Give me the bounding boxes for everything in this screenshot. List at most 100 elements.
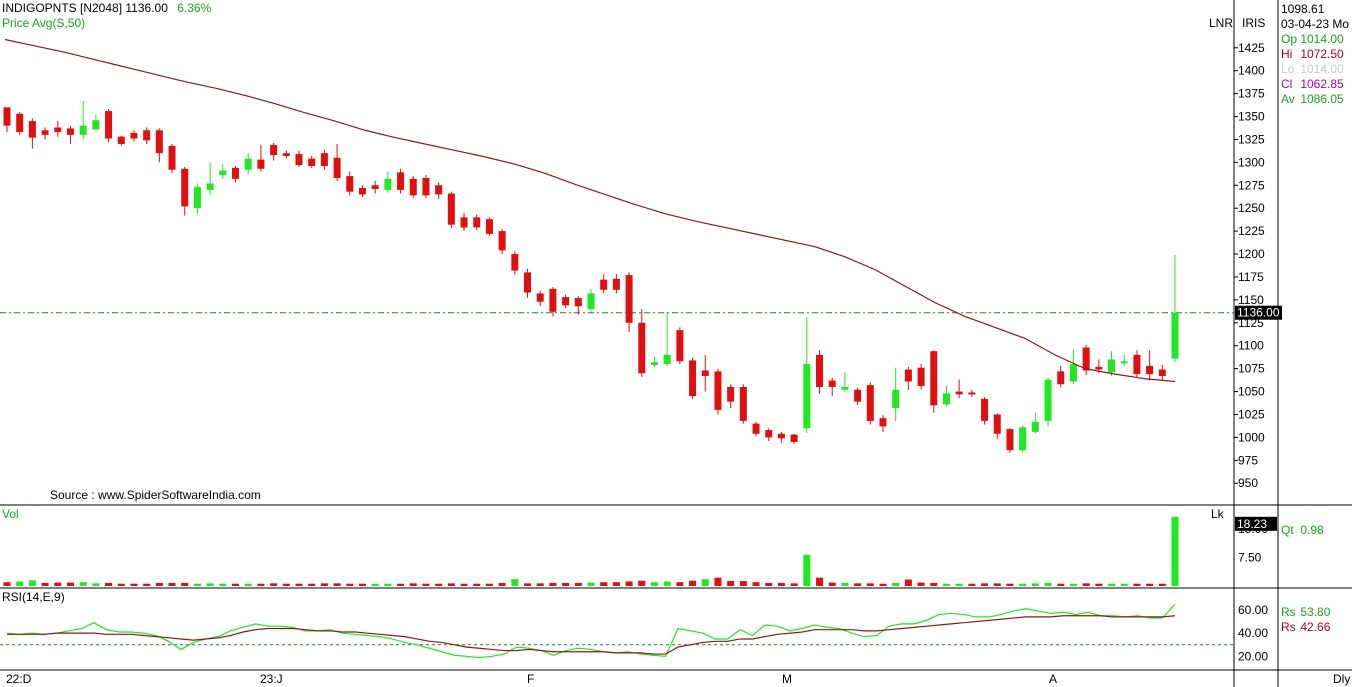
candle-body [320, 153, 328, 167]
candle-body [549, 288, 557, 312]
volume-bar [714, 577, 722, 586]
rsi-axis-label: 60.00 [1238, 603, 1268, 617]
price-axis-label: 1050 [1238, 385, 1265, 399]
volume-bar [1171, 516, 1179, 586]
candle-body [1019, 427, 1027, 451]
candle-body [130, 133, 138, 139]
price-axis-label: 1425 [1238, 41, 1265, 55]
candle-body [511, 254, 519, 271]
volume-bar [193, 583, 201, 586]
volume-bar [1031, 583, 1039, 586]
candle-body [562, 297, 570, 306]
volume-bar [219, 583, 227, 586]
volume-bar [993, 583, 1001, 586]
last-price-tag-label: 1136.00 [1237, 306, 1280, 320]
candle-body [105, 111, 113, 139]
candle-body [143, 130, 151, 141]
volume-bar [168, 582, 176, 586]
rsi-signal-line [7, 615, 1176, 655]
volume-bar [447, 583, 455, 586]
lk-toggle[interactable]: Lk [1211, 507, 1224, 521]
candle-body [485, 219, 493, 234]
volume-bar [1158, 583, 1166, 586]
candle-body [1133, 354, 1141, 375]
candle-body [1158, 369, 1166, 376]
lnr-toggle[interactable]: LNR [1209, 16, 1234, 30]
candle-body [232, 167, 240, 179]
volume-bar [117, 583, 125, 586]
volume-bar [206, 583, 214, 586]
price-axis-label: 1175 [1238, 270, 1264, 284]
candle-body [28, 121, 36, 138]
volume-bar [1133, 583, 1141, 586]
info-row-rsi-signal: Rs 42.66 [1281, 620, 1330, 634]
x-axis-label: 23:J [260, 672, 283, 686]
volume-bar [244, 583, 252, 586]
volume-bar [397, 583, 405, 586]
volume-bar [777, 582, 785, 586]
volume-bar [689, 580, 697, 586]
rsi-axis-label: 20.00 [1238, 649, 1268, 663]
x-axis-label: 22:D [6, 672, 32, 686]
candle-body [1006, 429, 1014, 451]
candle-body [435, 185, 443, 195]
candle-body [917, 367, 925, 387]
volume-axis-label: 7.50 [1238, 551, 1262, 565]
candle-body [777, 433, 785, 439]
volume-bar [28, 580, 36, 586]
candle-body [955, 391, 963, 395]
candle-body [536, 293, 544, 302]
indicator-label: Price Avg(S,50) [2, 16, 86, 30]
volume-bar [1069, 583, 1077, 586]
last-price-tag [1235, 305, 1282, 320]
price-axis-label: 1100 [1238, 339, 1264, 353]
volume-bar [308, 583, 316, 586]
volume-bar [3, 582, 11, 586]
volume-bar [66, 582, 74, 586]
volume-bar [92, 583, 100, 586]
candle-body [841, 386, 849, 390]
info-row-av-value: 1086.05 [1297, 92, 1344, 106]
x-axis-label: F [527, 672, 534, 686]
volume-bar [435, 583, 443, 586]
candle-body [574, 298, 582, 307]
moving-average-line [4, 38, 1176, 383]
info-row-cl-value: 1062.85 [1297, 77, 1344, 91]
candle-body [663, 354, 671, 365]
volume-bar [981, 583, 989, 586]
volume-bar [16, 581, 24, 586]
candle-body [79, 125, 87, 135]
volume-bar [765, 582, 773, 586]
candle-body [803, 364, 811, 429]
info-row-av-key: Av [1281, 92, 1295, 106]
price-axis-label: 1000 [1238, 430, 1265, 444]
candle-body [739, 386, 747, 421]
info-row-lo-key: Lo [1281, 62, 1295, 76]
candle-body [117, 136, 125, 145]
candle-body [270, 144, 278, 156]
candle-body [854, 389, 862, 402]
candle-body [295, 154, 303, 166]
info-row-rsi-signal-key: Rs [1281, 620, 1296, 634]
candle-body [968, 392, 976, 395]
volume-bar [41, 582, 49, 586]
candle-body [765, 430, 773, 438]
price-axis-label: 1200 [1238, 247, 1265, 261]
volume-bar [358, 583, 366, 586]
daily-interval[interactable]: Dly [1333, 672, 1351, 686]
info-row-op: Op 1014.00 [1281, 32, 1344, 46]
volume-bar [257, 583, 265, 586]
volume-bar [892, 582, 900, 586]
volume-bar [270, 583, 278, 586]
candle-body [92, 120, 100, 130]
candle-body [333, 157, 341, 178]
volume-bar [143, 583, 151, 586]
volume-bar [1057, 583, 1065, 586]
volume-bar [841, 582, 849, 586]
info-row-hi: Hi 1072.50 [1281, 47, 1344, 61]
info-row-op-value: 1014.00 [1297, 32, 1344, 46]
price-axis-label: 1075 [1238, 362, 1265, 376]
candle-body [181, 168, 189, 207]
volume-bar [676, 582, 684, 586]
